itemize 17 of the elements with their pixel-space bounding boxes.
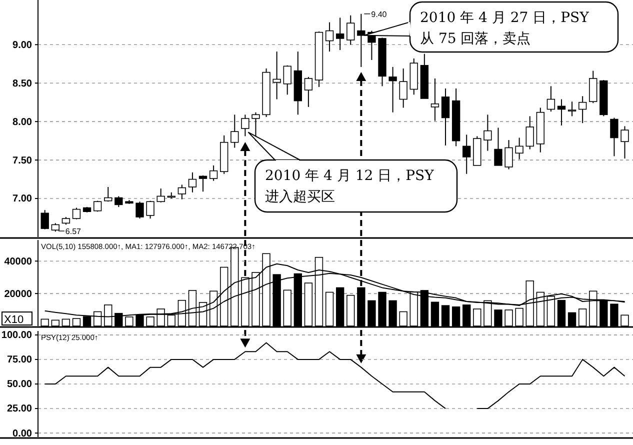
annotation: 6.57	[65, 227, 82, 236]
y-tick-label: 25.00	[6, 404, 32, 415]
y-tick-label: 50.00	[6, 379, 32, 390]
y-tick-label: 8.00	[12, 116, 32, 128]
y-tick-label: 7.00	[12, 194, 32, 205]
y-tick-label: 8.50	[12, 78, 32, 90]
annotation: 2010 年 4 月 12 日，PSY 进入超买区	[265, 168, 435, 205]
annotation: 2010 年 4 月 27 日，PSY 从 75 回落，卖点	[420, 10, 590, 47]
y-tick-label: 20000	[4, 288, 32, 300]
y-tick-label: 75.00	[6, 354, 32, 366]
y-tick-label: 40000	[4, 256, 32, 268]
text: X10	[4, 314, 24, 326]
y-tick-label: 7.50	[12, 155, 32, 166]
y-tick-label: 100.00	[1, 330, 32, 342]
y-tick-label: 0.00	[12, 428, 32, 440]
annotation: 9.40	[371, 10, 388, 19]
y-tick-label: 9.00	[12, 40, 32, 51]
